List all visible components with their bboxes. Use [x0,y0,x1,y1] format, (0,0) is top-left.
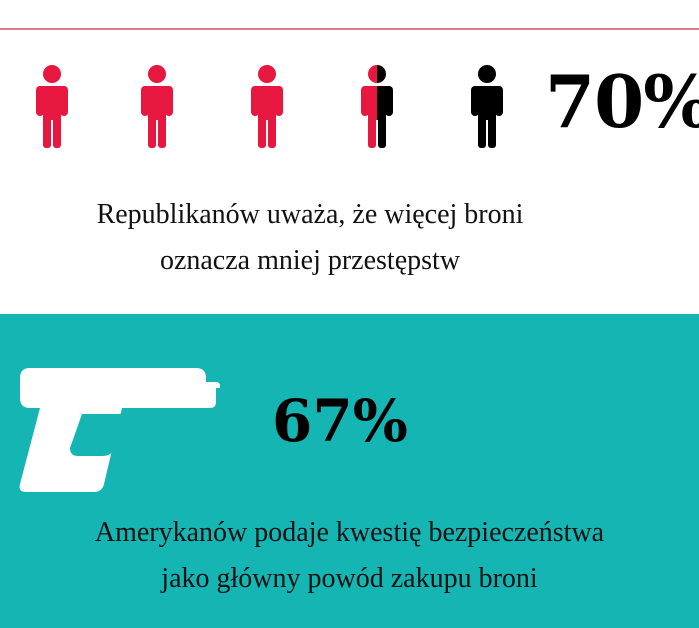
caption-bottom-line1: Amerykanów podaje kwestię bezpieczeństwa [94,517,605,548]
percentage-top: 70% [545,59,699,144]
person-icon [25,64,79,148]
person-half-icon [350,64,404,148]
person-icon [240,64,294,148]
caption-top-line2: oznacza mniej przestępstw [159,245,461,276]
pistol-icon [10,350,222,500]
caption-bottom-line2: jako główny powód zakupu broni [161,563,538,594]
person-icon [130,64,184,148]
caption-top: Republikanów uważa, że więcej broni ozna… [0,192,620,284]
caption-bottom: Amerykanów podaje kwestię bezpieczeństwa… [0,510,699,602]
teal-section [0,314,699,628]
divider-line [0,28,699,30]
person-icons-row [0,0,699,160]
person-icon [460,64,514,148]
percentage-bottom: 67% [272,387,408,455]
caption-top-line1: Republikanów uważa, że więcej broni [96,199,524,230]
